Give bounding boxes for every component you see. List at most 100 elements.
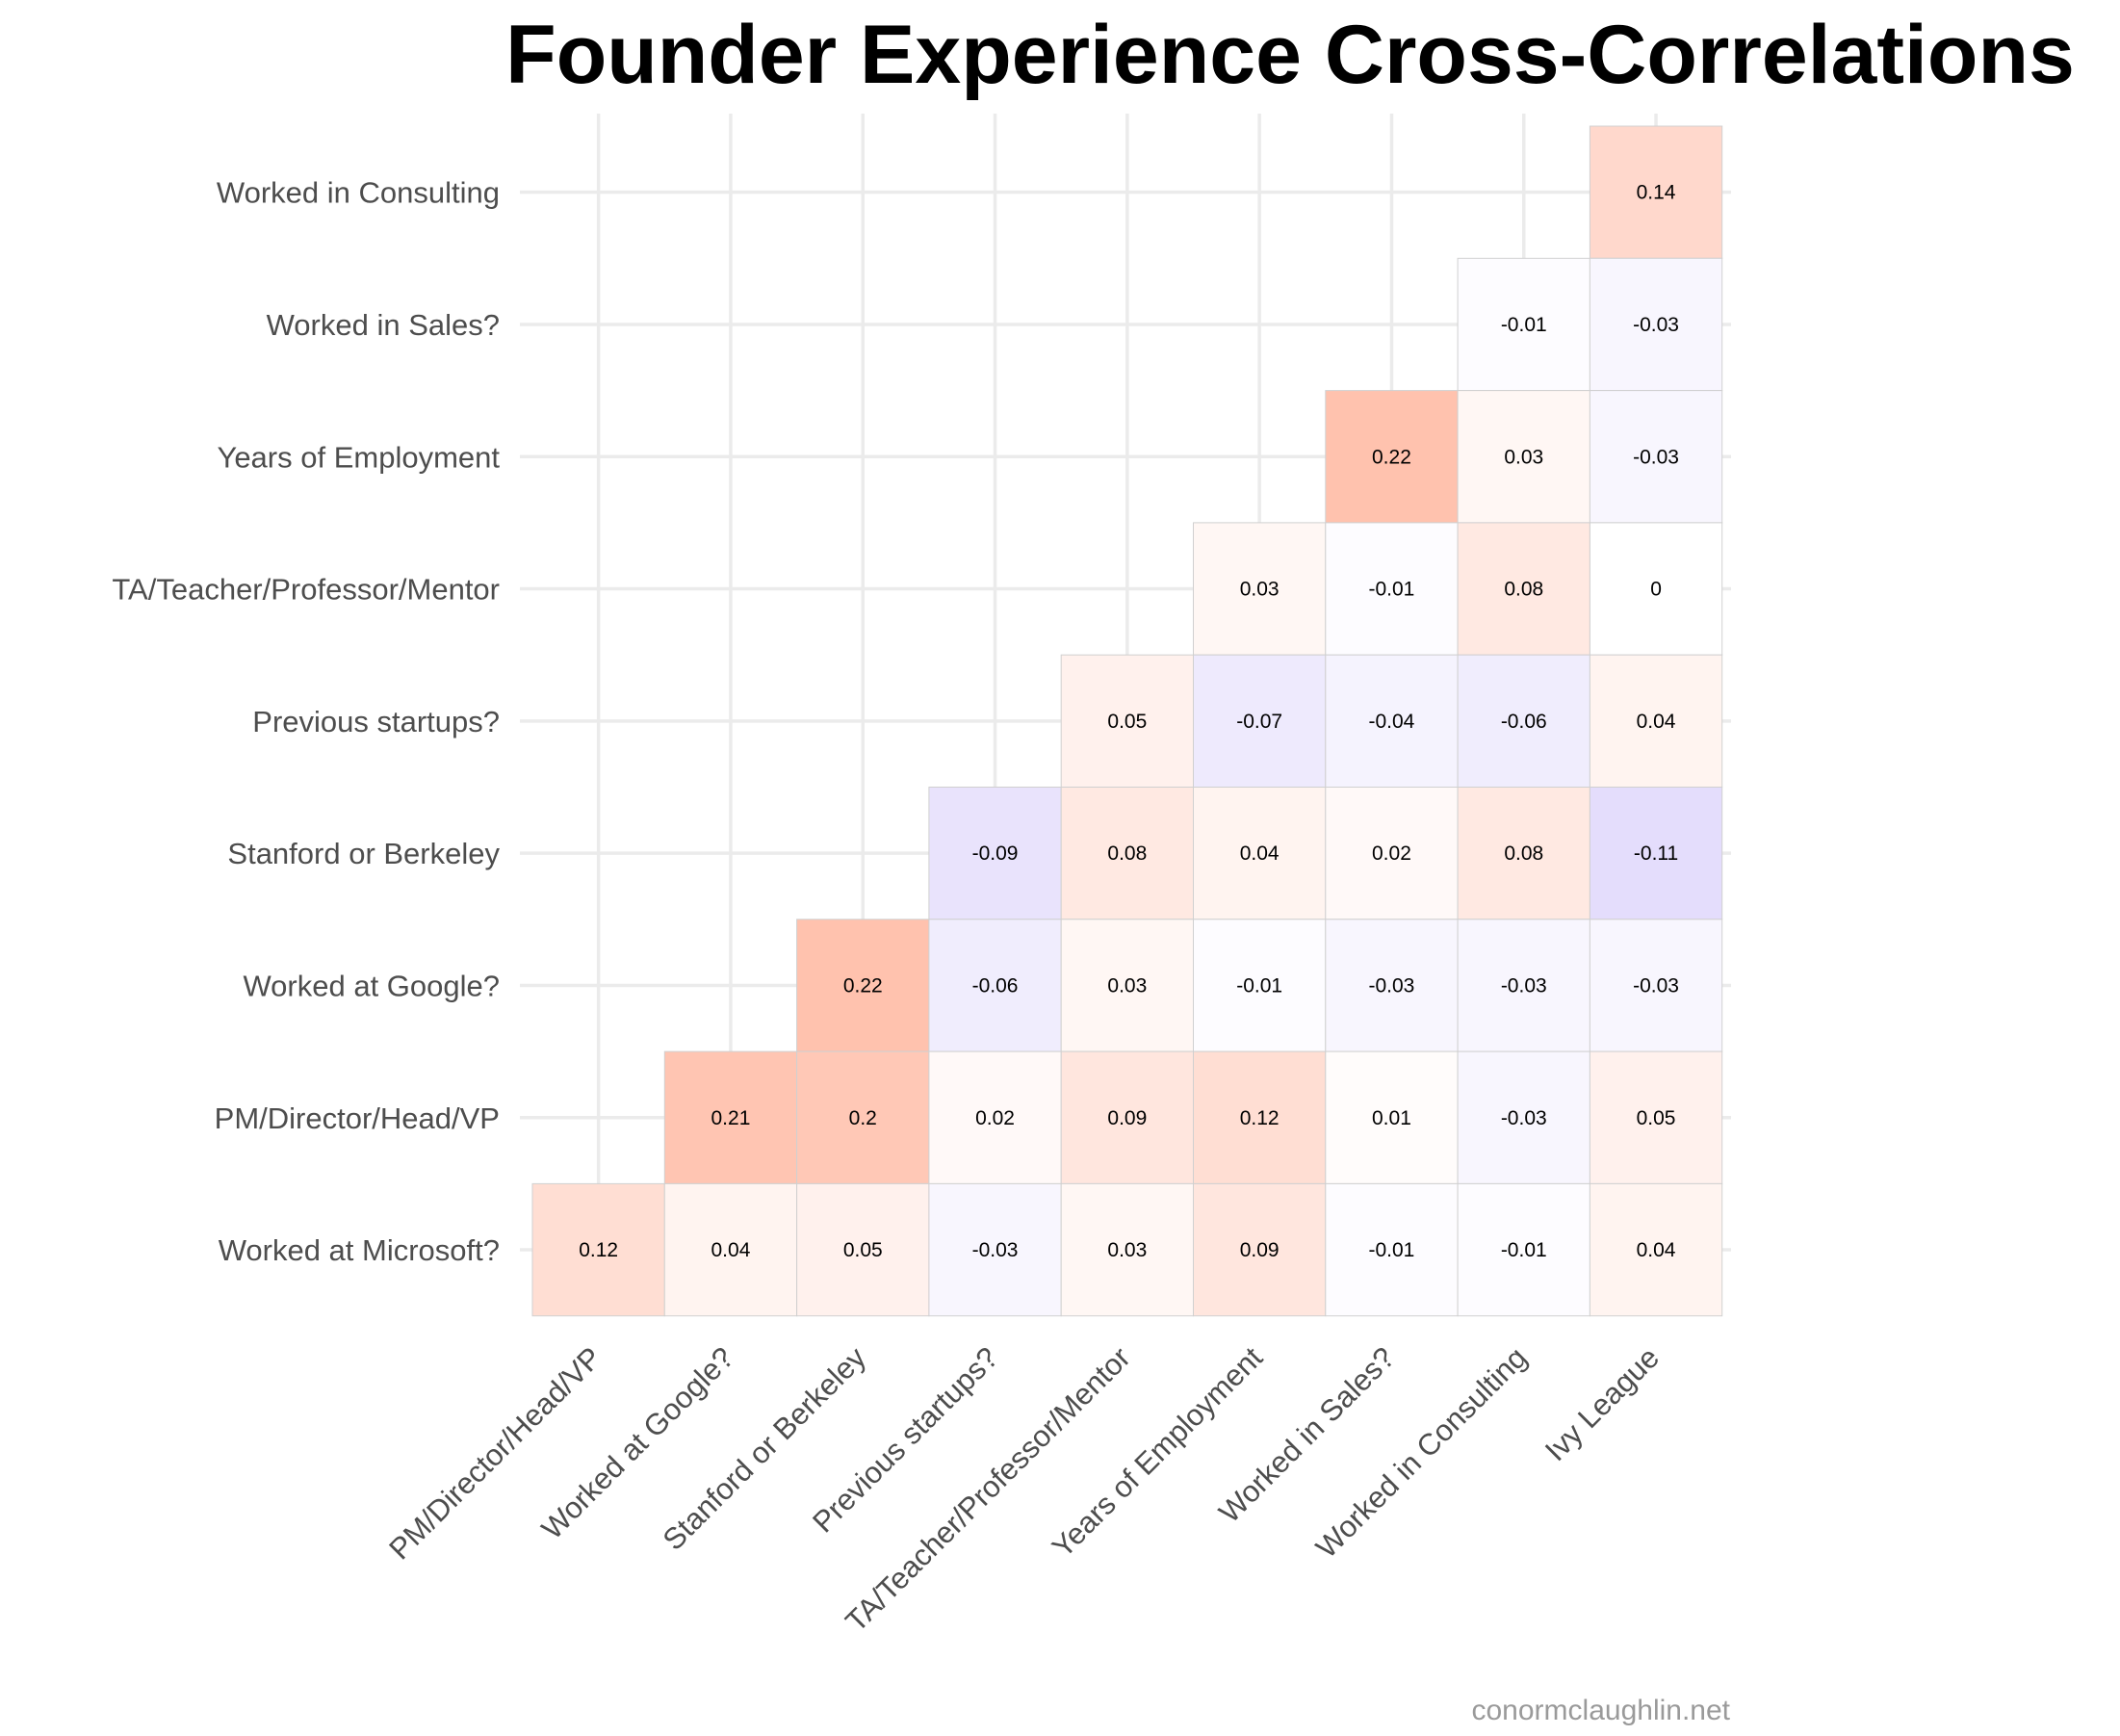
cell-value-label: 0.01 — [1372, 1107, 1411, 1129]
heatmap-cell — [796, 1182, 930, 1317]
heatmap-cell — [1193, 1050, 1327, 1184]
cell-value-label: 0.22 — [1372, 446, 1411, 468]
cell-value-label: -0.09 — [972, 842, 1019, 865]
cell-value-label: -0.03 — [1633, 314, 1679, 336]
cell-value-label: 0.04 — [1637, 1239, 1676, 1261]
cell-value-label: 0.14 — [1637, 182, 1676, 204]
heatmap-cell — [1457, 390, 1590, 524]
cell-value-label: -0.06 — [1501, 711, 1547, 733]
cell-value-label: 0.05 — [1107, 711, 1147, 733]
x-tick-label-ivy-league: Ivy League — [1538, 1340, 1666, 1467]
y-tick-label-years-of-employment: Years of Employment — [217, 440, 500, 474]
heatmap-cell — [928, 1182, 1062, 1317]
cell-value-label: 0.03 — [1240, 579, 1280, 601]
y-tick-label-worked-at-microsoft: Worked at Microsoft? — [219, 1233, 500, 1267]
cell-value-label: -0.01 — [1236, 974, 1282, 997]
cell-value-label: 0.03 — [1107, 974, 1147, 997]
heatmap-cell — [1457, 787, 1590, 920]
heatmap-cell — [1589, 125, 1723, 259]
heatmap-cell — [1060, 919, 1194, 1052]
y-tick-label-stanford-or-berkeley: Stanford or Berkeley — [227, 837, 500, 870]
heatmap-cell — [796, 1050, 930, 1184]
heatmap-cell — [1325, 1050, 1459, 1184]
y-tick-label-worked-in-sales: Worked in Sales? — [267, 308, 500, 342]
cell-value-label: 0.2 — [849, 1107, 877, 1129]
heatmap-cell — [1457, 1182, 1590, 1317]
heatmap-cell — [1193, 1182, 1327, 1317]
y-tick-label-previous-startups: Previous startups? — [252, 705, 500, 738]
cell-value-label: 0.21 — [711, 1107, 751, 1129]
heatmap-cell — [1589, 654, 1723, 789]
cell-value-label: -0.01 — [1369, 1239, 1415, 1261]
heatmap-cell — [1060, 787, 1194, 920]
cell-value-label: 0.03 — [1107, 1239, 1147, 1261]
x-tick-label-pm-director-head-vp: PM/Director/Head/VP — [382, 1340, 608, 1566]
cell-value-label: 0.08 — [1504, 579, 1543, 601]
heatmap-cell — [663, 1050, 798, 1184]
heatmap-cell — [1589, 522, 1723, 656]
x-tick-label-ta-teacher-professor-mentor: TA/Teacher/Professor/Mentor — [839, 1340, 1136, 1638]
heatmap-cell — [531, 1182, 665, 1317]
heatmap-cell — [1589, 1182, 1723, 1317]
heatmap-cell — [1325, 654, 1459, 789]
y-axis-labels: Worked in Consulting Worked in Sales? Year… — [112, 176, 500, 1267]
cell-value-label: -0.03 — [972, 1239, 1019, 1261]
heatmap-cell — [928, 919, 1062, 1052]
cell-value-label: -0.11 — [1634, 842, 1678, 865]
heatmap-cell — [1060, 654, 1194, 789]
cell-value-label: -0.03 — [1501, 974, 1547, 997]
heatmap-cell — [1457, 257, 1590, 392]
heatmap-cell — [1589, 919, 1723, 1052]
cell-value-label: 0.05 — [1637, 1107, 1676, 1129]
heatmap-cell — [1193, 787, 1327, 920]
cell-value-label: 0 — [1650, 579, 1662, 601]
cell-value-label: -0.03 — [1633, 446, 1679, 468]
cell-value-label: 0.02 — [975, 1107, 1015, 1129]
cell-value-label: -0.03 — [1501, 1107, 1547, 1129]
heatmap-cell — [928, 787, 1062, 920]
heatmap-cell — [1060, 1050, 1194, 1184]
cell-value-label: 0.05 — [843, 1239, 883, 1261]
heatmap-cell — [1457, 1050, 1590, 1184]
cell-value-label: -0.07 — [1236, 711, 1282, 733]
cell-value-label: 0.12 — [579, 1239, 618, 1261]
heatmap-cell — [1325, 390, 1459, 524]
heatmap-cells: 0.14 -0.01 -0.03 0.22 0.03 -0.03 0.03 -0.01 0.08… — [531, 125, 1723, 1317]
cell-value-label: 0.02 — [1372, 842, 1411, 865]
heatmap-cell — [1193, 522, 1327, 656]
heatmap-cell — [1589, 1050, 1723, 1184]
heatmap-cell — [796, 919, 930, 1052]
y-tick-label-pm-director-head-vp: PM/Director/Head/VP — [215, 1101, 500, 1135]
y-tick-label-worked-at-google: Worked at Google? — [243, 969, 500, 1002]
cell-value-label: 0.04 — [1240, 842, 1280, 865]
cell-value-label: -0.06 — [972, 974, 1019, 997]
cell-value-label: 0.12 — [1240, 1107, 1280, 1129]
cell-value-label: -0.04 — [1369, 711, 1415, 733]
cell-value-label: 0.03 — [1504, 446, 1543, 468]
cell-value-label: 0.08 — [1107, 842, 1147, 865]
heatmap-cell — [1060, 1182, 1194, 1317]
cell-value-label: 0.04 — [711, 1239, 751, 1261]
heatmap-cell — [1193, 919, 1327, 1052]
y-tick-label-ta-teacher-professor-mentor: TA/Teacher/Professor/Mentor — [112, 573, 500, 607]
heatmap-cell — [1193, 654, 1327, 789]
cell-value-label: -0.03 — [1633, 974, 1679, 997]
cell-value-label: -0.01 — [1501, 314, 1547, 336]
cell-value-label: 0.09 — [1240, 1239, 1280, 1261]
y-tick-label-worked-in-consulting: Worked in Consulting — [217, 176, 500, 210]
cell-value-label: 0.22 — [843, 974, 883, 997]
source-caption: conormclaughlin.net — [1472, 1695, 1731, 1726]
cell-value-label: -0.01 — [1501, 1239, 1547, 1261]
heatmap-cell — [1457, 654, 1590, 789]
heatmap-cell — [1325, 522, 1459, 656]
heatmap-cell — [1589, 390, 1723, 524]
cell-value-label: -0.01 — [1369, 579, 1415, 601]
heatmap-cell — [1457, 919, 1590, 1052]
cell-value-label: 0.09 — [1107, 1107, 1147, 1129]
heatmap-cell — [1589, 257, 1723, 392]
cell-value-label: 0.04 — [1637, 711, 1676, 733]
cell-value-label: -0.03 — [1369, 974, 1415, 997]
